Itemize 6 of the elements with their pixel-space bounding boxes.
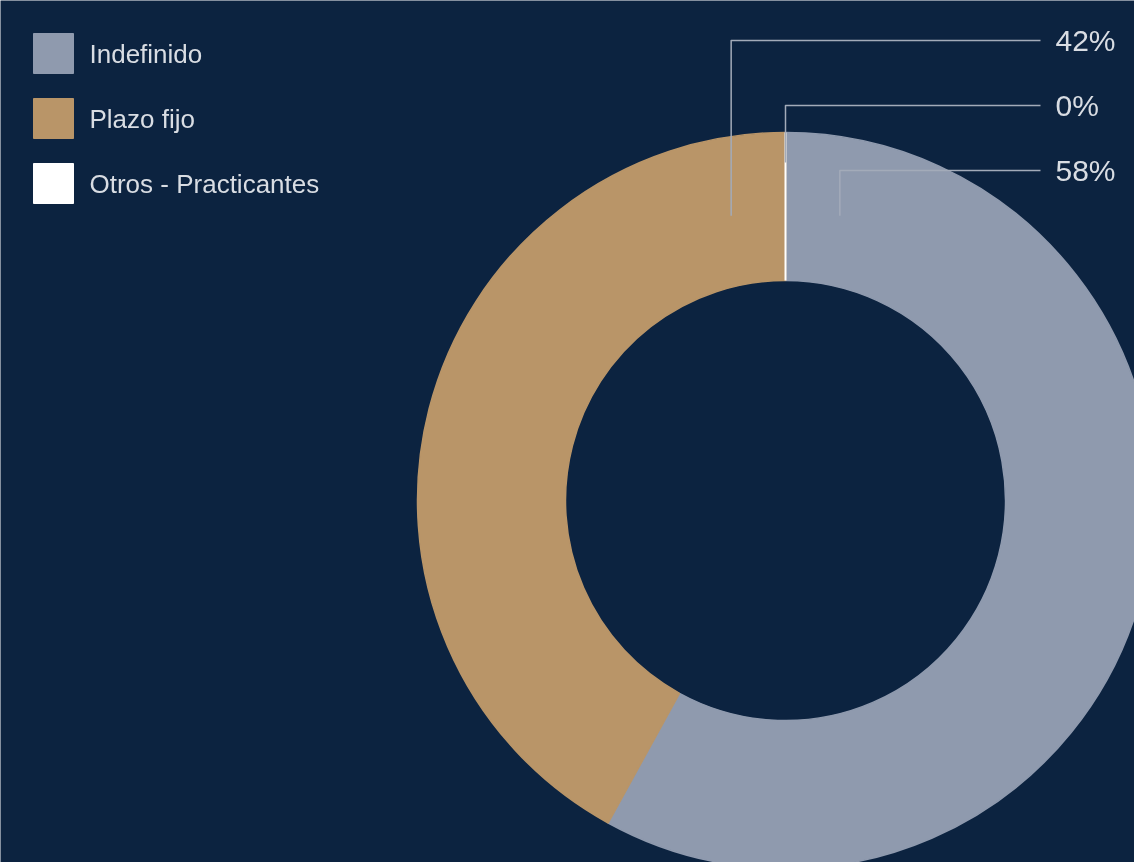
data-label: 42% bbox=[1055, 24, 1116, 57]
data-label: 58% bbox=[1055, 154, 1116, 187]
legend-label: Otros - Practicantes bbox=[89, 168, 320, 199]
legend-label: Indefinido bbox=[89, 38, 203, 69]
legend-label: Plazo fijo bbox=[89, 103, 195, 134]
text: 0% bbox=[1055, 89, 1099, 122]
